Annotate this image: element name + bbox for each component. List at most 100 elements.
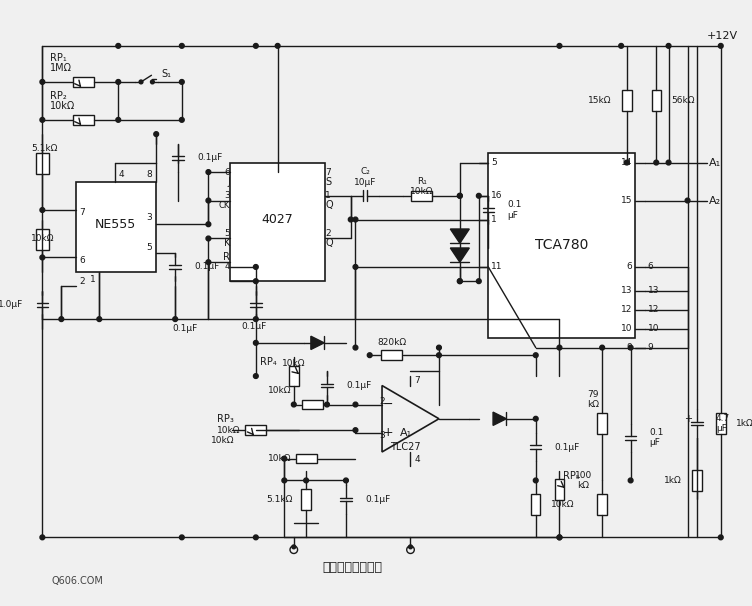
- Circle shape: [718, 535, 723, 540]
- Text: 820kΩ: 820kΩ: [377, 338, 406, 347]
- Circle shape: [533, 478, 538, 483]
- Text: 79
kΩ: 79 kΩ: [587, 390, 599, 410]
- Circle shape: [557, 535, 562, 540]
- Circle shape: [275, 44, 280, 48]
- Text: 3: 3: [147, 213, 153, 222]
- Circle shape: [180, 535, 184, 540]
- Text: +: +: [383, 427, 393, 439]
- Circle shape: [353, 428, 358, 433]
- Circle shape: [40, 535, 44, 540]
- Circle shape: [666, 44, 671, 48]
- Text: 1: 1: [325, 191, 331, 200]
- Circle shape: [408, 545, 412, 549]
- Text: 5.1kΩ: 5.1kΩ: [266, 495, 293, 504]
- Circle shape: [206, 260, 211, 265]
- Bar: [73, 115, 93, 125]
- Bar: [488, 153, 635, 338]
- Text: 4: 4: [414, 455, 420, 464]
- Bar: [597, 413, 607, 434]
- Text: 7: 7: [80, 208, 85, 218]
- Circle shape: [304, 478, 308, 483]
- Text: A₂: A₂: [709, 196, 721, 205]
- Text: 10: 10: [621, 324, 632, 333]
- Text: 10kΩ: 10kΩ: [268, 386, 291, 395]
- Text: 15kΩ: 15kΩ: [588, 96, 611, 105]
- Text: S: S: [325, 176, 331, 187]
- Circle shape: [116, 118, 120, 122]
- Circle shape: [353, 217, 358, 222]
- Text: TCA780: TCA780: [535, 238, 588, 252]
- Bar: [716, 413, 726, 434]
- Circle shape: [253, 317, 258, 322]
- Text: A₁: A₁: [400, 428, 412, 438]
- Text: 5.1kΩ: 5.1kΩ: [31, 144, 57, 153]
- Circle shape: [685, 198, 690, 203]
- Text: 10kΩ: 10kΩ: [282, 359, 305, 368]
- Text: 6: 6: [224, 168, 230, 176]
- Text: 8: 8: [147, 170, 153, 179]
- Text: 12: 12: [621, 305, 632, 314]
- Circle shape: [292, 545, 296, 549]
- Text: 6: 6: [647, 262, 653, 271]
- Circle shape: [348, 217, 353, 222]
- Circle shape: [97, 317, 102, 322]
- Circle shape: [533, 353, 538, 358]
- Text: 10kΩ: 10kΩ: [268, 454, 291, 463]
- Bar: [302, 489, 311, 510]
- Text: CK: CK: [219, 201, 230, 210]
- Polygon shape: [450, 229, 469, 243]
- Text: RP₄: RP₄: [259, 357, 277, 367]
- Circle shape: [624, 160, 629, 165]
- Circle shape: [457, 279, 462, 284]
- Text: 0.1
μF: 0.1 μF: [508, 201, 522, 220]
- Bar: [531, 494, 541, 514]
- Circle shape: [437, 345, 441, 350]
- Text: 0.1μF: 0.1μF: [346, 381, 371, 390]
- Text: 4027: 4027: [262, 213, 293, 226]
- Circle shape: [666, 160, 671, 165]
- Text: 56kΩ: 56kΩ: [672, 96, 695, 105]
- Bar: [693, 470, 702, 491]
- Text: J: J: [227, 176, 230, 187]
- Text: 0.1μF: 0.1μF: [172, 324, 197, 333]
- Text: 0.1μF: 0.1μF: [194, 262, 220, 271]
- Circle shape: [40, 118, 44, 122]
- Text: 10kΩ: 10kΩ: [551, 500, 575, 508]
- Bar: [289, 365, 299, 387]
- Bar: [381, 350, 402, 360]
- Circle shape: [253, 374, 258, 378]
- Circle shape: [654, 160, 659, 165]
- Text: R: R: [223, 253, 230, 262]
- Circle shape: [619, 44, 623, 48]
- Text: 2: 2: [325, 229, 331, 238]
- Circle shape: [353, 402, 358, 407]
- Text: 6: 6: [80, 256, 85, 265]
- Circle shape: [150, 80, 154, 84]
- Text: 11: 11: [491, 262, 502, 271]
- Text: 13: 13: [647, 286, 660, 295]
- Bar: [73, 77, 93, 87]
- Circle shape: [253, 341, 258, 345]
- Circle shape: [437, 353, 441, 358]
- Text: 0.1μF: 0.1μF: [555, 443, 580, 451]
- Text: 12: 12: [647, 305, 659, 314]
- Text: 0.1μF: 0.1μF: [241, 322, 266, 331]
- Text: 3: 3: [379, 431, 385, 441]
- Circle shape: [253, 44, 258, 48]
- Text: 0.1
μF: 0.1 μF: [650, 428, 664, 447]
- Circle shape: [282, 456, 287, 461]
- Text: C₂
10μF: C₂ 10μF: [353, 167, 376, 187]
- Circle shape: [173, 317, 177, 322]
- Text: +12V: +12V: [707, 32, 738, 41]
- Bar: [245, 425, 266, 435]
- Polygon shape: [493, 412, 506, 425]
- Text: 1kΩ: 1kΩ: [736, 419, 752, 428]
- Circle shape: [353, 345, 358, 350]
- Text: NE555: NE555: [95, 218, 136, 231]
- Circle shape: [40, 79, 44, 84]
- Bar: [75, 182, 156, 271]
- Text: 9: 9: [647, 343, 653, 352]
- Bar: [296, 454, 317, 464]
- Text: Q̅: Q̅: [325, 238, 332, 248]
- Circle shape: [206, 222, 211, 227]
